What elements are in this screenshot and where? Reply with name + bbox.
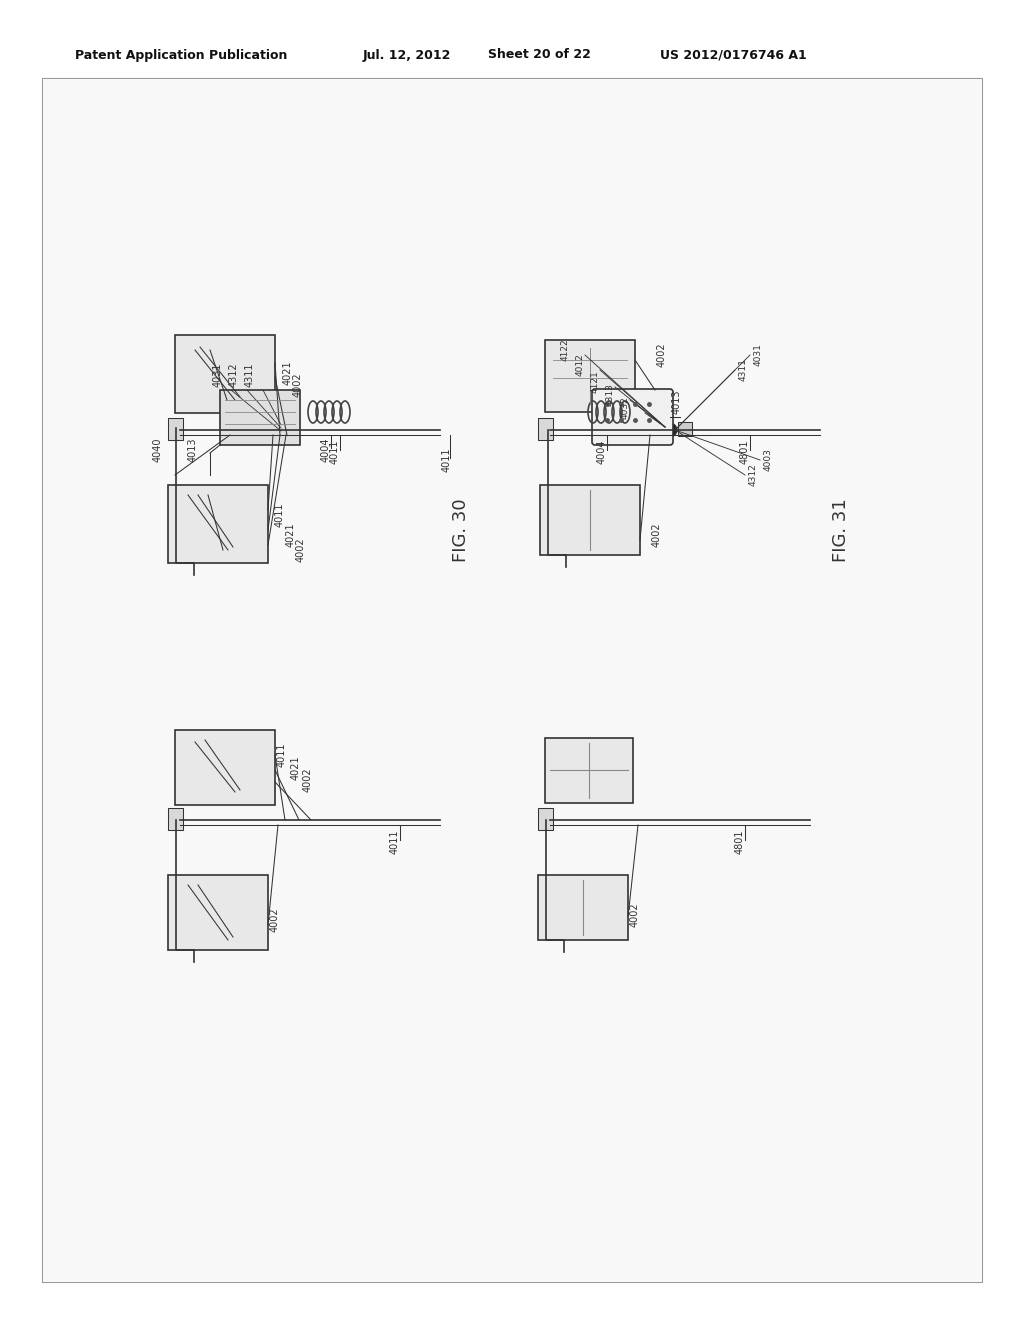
Text: 4801: 4801 (735, 830, 745, 854)
Text: 4312: 4312 (229, 363, 239, 387)
Text: 4311: 4311 (739, 359, 748, 381)
Bar (168, 808, 183, 830)
Text: 4011: 4011 (330, 440, 340, 465)
Text: FIG. 31: FIG. 31 (831, 498, 850, 562)
Bar (278, 420, 293, 436)
Bar (220, 389, 300, 445)
Text: 4122: 4122 (561, 339, 570, 362)
Bar (678, 422, 692, 436)
Text: 4013: 4013 (188, 438, 198, 462)
Text: FIG. 30: FIG. 30 (452, 498, 470, 562)
Text: 4004: 4004 (597, 440, 607, 465)
Bar (175, 335, 275, 413)
Text: Jul. 12, 2012: Jul. 12, 2012 (362, 49, 452, 62)
Text: 4121: 4121 (591, 371, 600, 393)
Bar (538, 418, 553, 440)
Text: 4002: 4002 (652, 523, 662, 548)
Text: 4002: 4002 (270, 908, 280, 932)
Text: 4011: 4011 (390, 830, 400, 854)
Text: 4002: 4002 (296, 537, 306, 562)
Bar (545, 738, 633, 803)
FancyBboxPatch shape (592, 389, 673, 445)
Text: 4021: 4021 (286, 523, 296, 548)
Text: 4011: 4011 (275, 503, 285, 527)
Text: 4012: 4012 (575, 354, 585, 376)
Text: 4031: 4031 (213, 363, 223, 387)
Text: 4021: 4021 (283, 360, 293, 385)
Text: 4004: 4004 (321, 438, 331, 462)
Text: 4002: 4002 (657, 343, 667, 367)
Text: Patent Application Publication: Patent Application Publication (75, 49, 288, 62)
Bar (168, 484, 268, 564)
Text: 4003: 4003 (764, 449, 773, 471)
Text: 4013: 4013 (672, 389, 682, 414)
Text: 4311: 4311 (245, 363, 255, 387)
Text: 4011: 4011 (442, 447, 452, 473)
Bar (168, 418, 183, 440)
Ellipse shape (663, 422, 677, 437)
Text: 4002: 4002 (630, 903, 640, 928)
Bar (538, 875, 628, 940)
Text: 4002: 4002 (293, 372, 303, 397)
Text: 4801: 4801 (740, 440, 750, 465)
Bar (175, 730, 275, 805)
Text: 4040: 4040 (153, 438, 163, 462)
Bar (538, 808, 553, 830)
Text: 4021: 4021 (291, 755, 301, 780)
Text: 4011: 4011 (278, 743, 287, 767)
Text: 4002: 4002 (303, 768, 313, 792)
Bar (545, 341, 635, 412)
Bar (540, 484, 640, 554)
Text: 4313: 4313 (606, 384, 615, 407)
Text: Sheet 20 of 22: Sheet 20 of 22 (488, 49, 591, 62)
Bar (168, 875, 268, 950)
Text: 4312: 4312 (749, 463, 758, 486)
Text: 4032: 4032 (621, 396, 630, 420)
Text: 4031: 4031 (754, 343, 763, 367)
Text: US 2012/0176746 A1: US 2012/0176746 A1 (660, 49, 807, 62)
